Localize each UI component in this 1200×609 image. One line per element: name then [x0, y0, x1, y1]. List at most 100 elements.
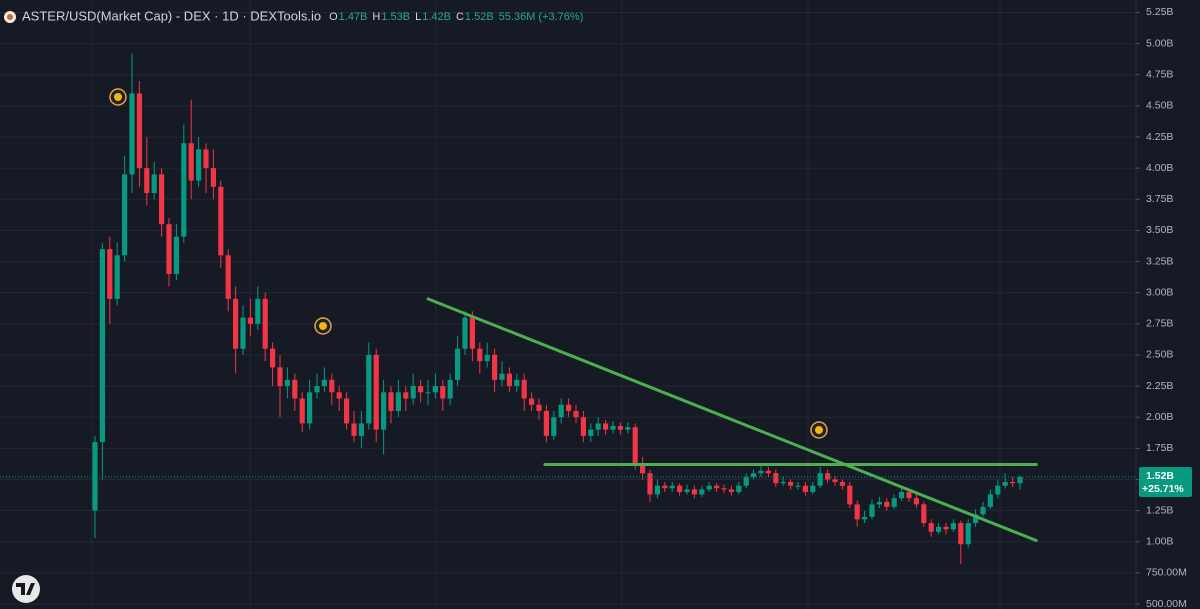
candle-body	[114, 255, 120, 299]
candle-body	[129, 93, 135, 175]
y-tick-label: 3.75B	[1146, 193, 1173, 205]
ohlc-value: 1.53B	[381, 11, 410, 23]
candle-body	[122, 174, 128, 256]
candle-body	[706, 485, 712, 490]
candle-body	[358, 423, 364, 436]
candle-body	[247, 317, 253, 324]
ohlc-label: C	[456, 11, 464, 23]
y-tick-label: 5.00B	[1146, 37, 1173, 49]
candle-body	[551, 417, 557, 436]
candle-body	[950, 523, 956, 530]
y-tick-label: 2.00B	[1146, 411, 1173, 423]
overlay: 1.52B+25.71%	[0, 297, 1192, 543]
candle-body	[166, 224, 172, 274]
candle-body	[292, 379, 298, 399]
tv-logo[interactable]	[12, 575, 40, 603]
trendline	[426, 297, 1038, 543]
candle-body	[484, 354, 490, 362]
candle-body	[321, 379, 327, 387]
candle-body	[943, 526, 949, 530]
candle-body	[381, 392, 387, 430]
candle-body	[869, 504, 875, 517]
candle-body	[884, 501, 890, 507]
candle-body	[529, 398, 535, 405]
y-tick-label: 4.75B	[1146, 69, 1173, 81]
price-label: 1.52B	[1146, 470, 1174, 482]
candle-body	[506, 373, 512, 387]
candle-body	[677, 485, 683, 492]
candle-body	[788, 481, 794, 486]
y-tick-label: 3.25B	[1146, 255, 1173, 267]
candle-body	[492, 354, 498, 380]
ohlc-value: 1.47B	[339, 11, 368, 23]
candle-body	[965, 523, 971, 545]
candle-body	[188, 143, 194, 181]
candle-body	[802, 485, 808, 492]
candle-body	[388, 392, 394, 411]
candle-body	[418, 386, 424, 393]
candle-body	[825, 473, 831, 480]
candle-body	[617, 425, 623, 430]
candle-body	[543, 410, 549, 436]
candle-body	[477, 348, 483, 362]
candle-body	[588, 429, 594, 436]
y-tick-label: 2.75B	[1146, 318, 1173, 330]
candle-body	[425, 392, 431, 394]
candle-body	[595, 423, 601, 430]
candle-body	[240, 317, 246, 349]
candle-body	[432, 386, 438, 393]
candle-body	[270, 348, 276, 368]
y-tick-label: 1.00B	[1146, 536, 1173, 548]
candle-body	[173, 236, 179, 274]
candle-body	[839, 481, 845, 486]
candle-body	[92, 442, 98, 511]
change-value: 55.36M (+3.76%)	[499, 11, 584, 23]
y-tick-label: 500.00M	[1146, 598, 1187, 609]
candle-body	[462, 317, 468, 349]
event-icon-dot	[319, 322, 327, 330]
candle-body	[891, 498, 897, 507]
candle-body	[277, 367, 283, 387]
candle-body	[1017, 476, 1023, 484]
candle-body	[566, 404, 572, 411]
candle-body	[514, 379, 520, 387]
y-tick-label: 4.50B	[1146, 100, 1173, 112]
candle-body	[980, 506, 986, 515]
y-tick-label: 2.50B	[1146, 349, 1173, 361]
y-tick-label: 1.75B	[1146, 442, 1173, 454]
candle-body	[255, 298, 261, 324]
candle-body	[144, 168, 150, 194]
candle-body	[958, 523, 964, 545]
candle-body	[580, 417, 586, 436]
candle-body	[521, 379, 527, 399]
y-tick-label: 3.00B	[1146, 286, 1173, 298]
candle-body	[921, 504, 927, 524]
candle-body	[196, 149, 202, 181]
logo-glyph	[16, 583, 35, 595]
candle-body	[854, 504, 860, 520]
candle-body	[373, 354, 379, 430]
candle-body	[721, 488, 727, 490]
candle-body	[262, 298, 268, 349]
candle-body	[699, 489, 705, 495]
candle-body	[455, 348, 461, 380]
y-tick-label: 4.00B	[1146, 162, 1173, 174]
y-tick-label: 5.25B	[1146, 6, 1173, 18]
ohlc-value: 1.42B	[422, 11, 451, 23]
candle-body	[899, 491, 905, 499]
candle-body	[773, 473, 779, 484]
candle-body	[403, 392, 409, 399]
vertical-grid	[91, 0, 1001, 609]
candle-body	[684, 489, 690, 492]
event-icon-dot	[815, 426, 823, 434]
symbol-title: ASTER/USD(Market Cap) - DEX · 1D · DEXTo…	[22, 8, 321, 23]
candle-body	[691, 489, 697, 495]
candle-body	[906, 491, 912, 499]
candle-body	[610, 425, 616, 430]
candle-body	[203, 149, 209, 169]
candle-body	[469, 317, 475, 349]
candle-body	[603, 423, 609, 430]
candle-body	[765, 470, 771, 474]
candle-body	[928, 523, 934, 532]
candle-body	[795, 485, 801, 487]
